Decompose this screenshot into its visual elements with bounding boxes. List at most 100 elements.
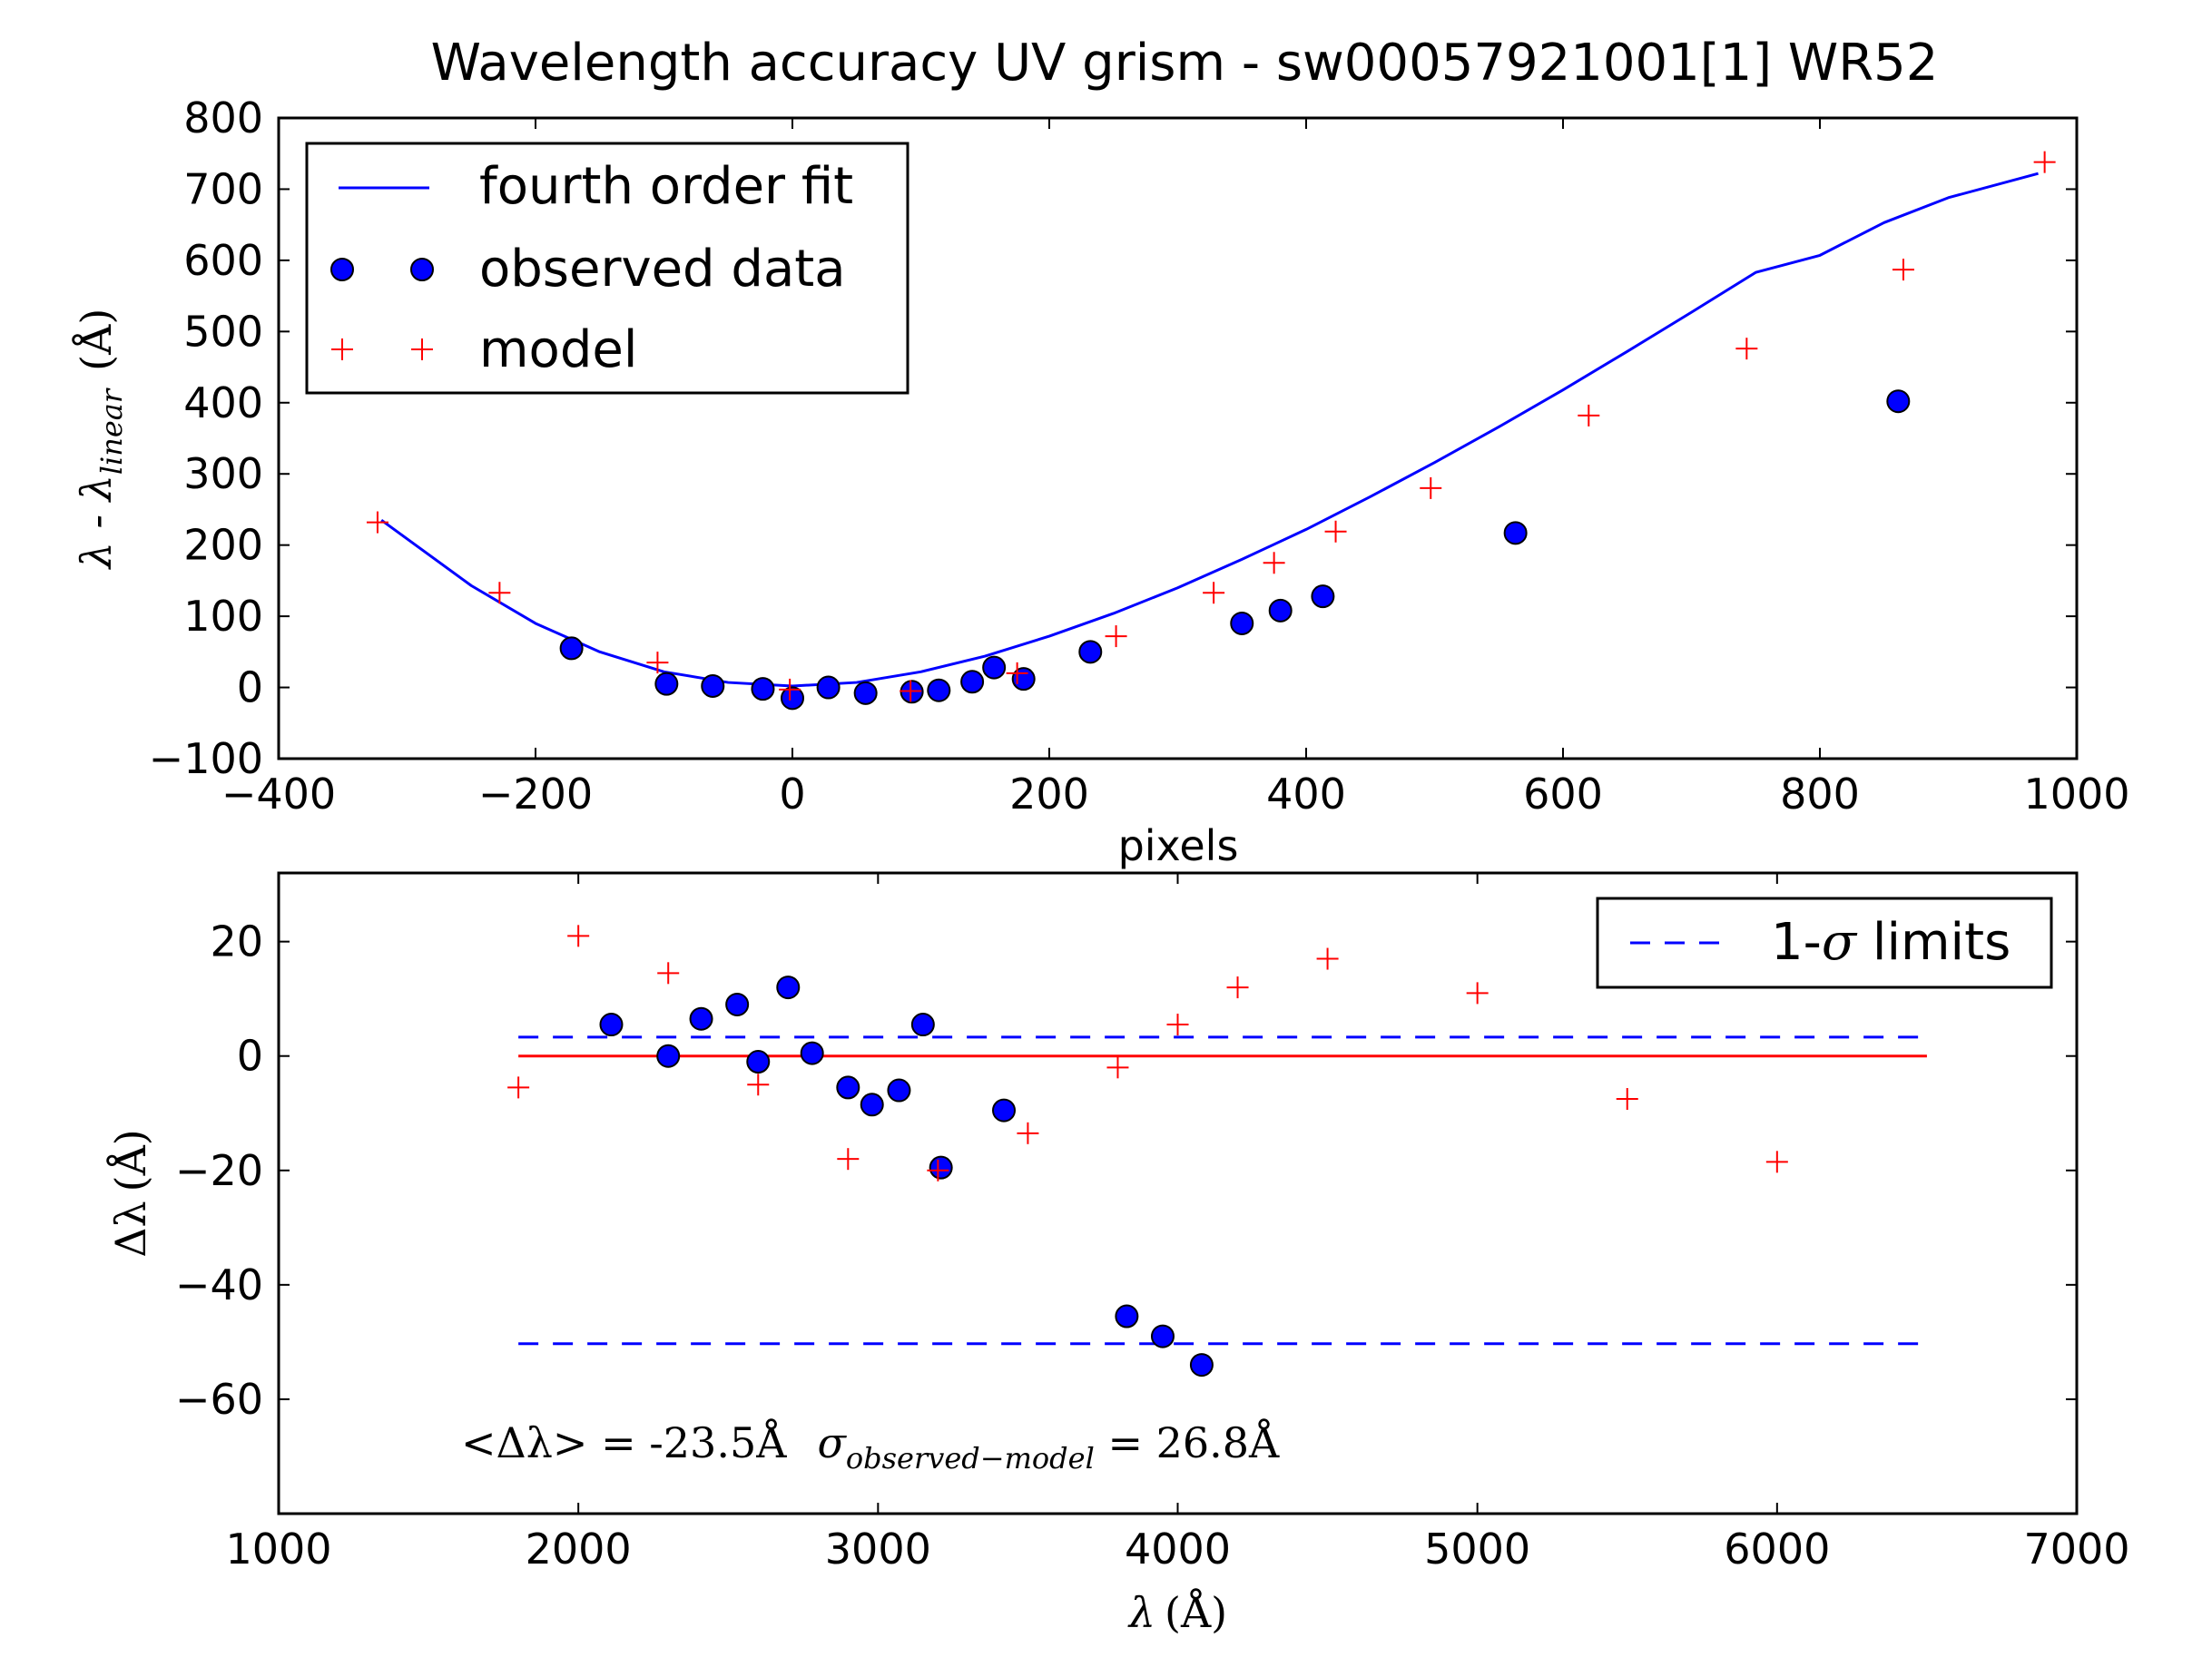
top-xtick-label: 0 bbox=[779, 770, 805, 819]
bottom-ytick-label: 20 bbox=[210, 917, 263, 966]
legend-limits-prefix: 1- bbox=[1771, 913, 1822, 972]
stats-annotation-suffix: = 26.8Å bbox=[1095, 1417, 1280, 1467]
bottom-observed-point bbox=[1115, 1304, 1139, 1329]
bottom-model-point bbox=[1316, 947, 1339, 970]
svg-text:λ - λlinear(Å): λ - λlinear (Å) bbox=[71, 309, 129, 571]
top-model-point bbox=[646, 652, 669, 674]
top-model-point bbox=[1420, 476, 1442, 499]
bottom-ytick-label: −40 bbox=[175, 1260, 263, 1309]
top-observed-point bbox=[1886, 389, 1911, 414]
bottom-observed-point bbox=[887, 1078, 911, 1103]
top-ytick-label: 0 bbox=[237, 663, 263, 712]
top-ylabel-main: λ - λ bbox=[72, 475, 121, 570]
top-ytick-label: −100 bbox=[149, 734, 263, 783]
legend-model-label: model bbox=[479, 320, 637, 379]
bottom-model-point bbox=[507, 1076, 530, 1099]
top-observed-point bbox=[1311, 584, 1335, 609]
top-xtick-label: 200 bbox=[1009, 770, 1089, 819]
top-xtick-label: −200 bbox=[478, 770, 593, 819]
top-model-point bbox=[1006, 662, 1028, 684]
stats-annotation: <Δλ> = -23.5Å σobserved−model = 26.8Å bbox=[461, 1417, 1280, 1476]
legend-model-marker bbox=[331, 338, 433, 360]
bottom-model-point bbox=[747, 1074, 770, 1096]
top-fourth-order-fit-line bbox=[380, 172, 2039, 688]
top-ytick-label: 500 bbox=[183, 307, 263, 356]
top-legend-box bbox=[305, 142, 909, 395]
bottom-model-point bbox=[657, 962, 680, 985]
legend-observed-marker bbox=[330, 258, 354, 281]
top-model-point bbox=[488, 582, 511, 604]
bottom-xtick-label: 1000 bbox=[225, 1525, 331, 1574]
top-model-point bbox=[1735, 338, 1758, 360]
bottom-model-point bbox=[927, 1159, 949, 1182]
bottom-observed-point bbox=[800, 1041, 824, 1065]
top-model-point bbox=[366, 511, 388, 534]
top-observed-point bbox=[1503, 521, 1528, 545]
bottom-model-point bbox=[1616, 1087, 1638, 1110]
figure-title: Wavelength accuracy UV grism - sw0005792… bbox=[431, 34, 1939, 93]
stats-annotation-sigma: σ bbox=[817, 1418, 847, 1467]
top-observed-point bbox=[559, 636, 584, 661]
legend-observed-label: observed data bbox=[479, 240, 846, 299]
top-ylabel-sub: linear bbox=[94, 387, 129, 475]
bottom-xtick-label: 3000 bbox=[825, 1525, 931, 1574]
stats-annotation-sub: observed−model bbox=[846, 1441, 1095, 1476]
top-model-point bbox=[1105, 625, 1127, 648]
top-model-point bbox=[1578, 404, 1600, 427]
top-observed-point bbox=[751, 677, 775, 701]
top-xtick-label: 1000 bbox=[2023, 770, 2129, 819]
top-observed-point bbox=[1011, 667, 1036, 691]
bottom-observed-point bbox=[992, 1098, 1017, 1123]
top-observed-point bbox=[960, 670, 985, 694]
bottom-observed-point bbox=[929, 1155, 953, 1180]
bottom-ytick-label: −20 bbox=[175, 1146, 263, 1195]
top-xlabel: pixels bbox=[1118, 821, 1239, 870]
bottom-observed-point bbox=[725, 992, 750, 1016]
bottom-xtick-label: 4000 bbox=[1125, 1525, 1231, 1574]
top-observed-point bbox=[982, 655, 1007, 680]
bottom-model-point bbox=[1765, 1151, 1788, 1173]
bottom-xtick-label: 6000 bbox=[1724, 1525, 1830, 1574]
bottom-ytick-label: −60 bbox=[175, 1375, 263, 1424]
bottom-observed-point bbox=[910, 1013, 935, 1037]
top-model-point bbox=[1203, 582, 1225, 604]
svg-text:Δλ(Å): Δλ (Å) bbox=[105, 1129, 155, 1258]
legend-limits-suffix: limits bbox=[1856, 913, 2010, 972]
top-xtick-label: −400 bbox=[221, 770, 336, 819]
legend-fit-label: fourth order fit bbox=[479, 157, 853, 216]
top-observed-point bbox=[816, 675, 841, 700]
bottom-xlabel-main: λ bbox=[1127, 1588, 1155, 1637]
top-ytick-label: 300 bbox=[183, 449, 263, 498]
bottom-axis-ticks: 1000 2000 3000 4000 5000 6000 7000 −60 −40 −20 0 20 bbox=[175, 873, 2130, 1574]
top-observed-point bbox=[1078, 640, 1103, 664]
legend-limits-symbol: σ bbox=[1822, 913, 1858, 972]
bottom-model-point bbox=[1226, 976, 1249, 999]
top-ytick-label: 400 bbox=[183, 378, 263, 427]
top-observed-point bbox=[781, 686, 804, 711]
bottom-plot-area bbox=[507, 925, 1927, 1378]
top-ytick-label: 100 bbox=[183, 592, 263, 641]
top-model-point bbox=[1263, 552, 1285, 574]
top-ytick-label: 600 bbox=[183, 236, 263, 285]
bottom-xtick-label: 7000 bbox=[2023, 1525, 2129, 1574]
top-panel: −400 −200 0 200 400 600 800 1000 −100 0 100 200 300 4… bbox=[71, 93, 2130, 870]
top-model-point bbox=[900, 680, 922, 702]
bottom-ylabel-unit: (Å) bbox=[105, 1129, 155, 1191]
bottom-xlabel: λ (Å) bbox=[1127, 1587, 1227, 1637]
bottom-legend: 1-σ limits bbox=[1596, 897, 2053, 989]
bottom-observed-point bbox=[1189, 1353, 1214, 1378]
top-model-point bbox=[779, 678, 801, 701]
bottom-observed-point bbox=[746, 1050, 771, 1074]
top-observed-point bbox=[654, 672, 679, 696]
top-model-point bbox=[1324, 520, 1347, 543]
bottom-observed-point bbox=[836, 1075, 860, 1100]
top-model-point bbox=[1892, 259, 1914, 281]
bottom-observed-point bbox=[656, 1044, 681, 1068]
top-observed-point bbox=[1230, 611, 1254, 635]
stats-annotation-prefix: <Δλ> = -23.5Å bbox=[461, 1417, 787, 1467]
bottom-xtick-label: 2000 bbox=[526, 1525, 632, 1574]
top-observed-point bbox=[853, 681, 878, 705]
bottom-ylabel: Δλ (Å) bbox=[105, 1129, 155, 1258]
top-ytick-label: 700 bbox=[183, 164, 263, 213]
top-model-point bbox=[2033, 151, 2056, 173]
